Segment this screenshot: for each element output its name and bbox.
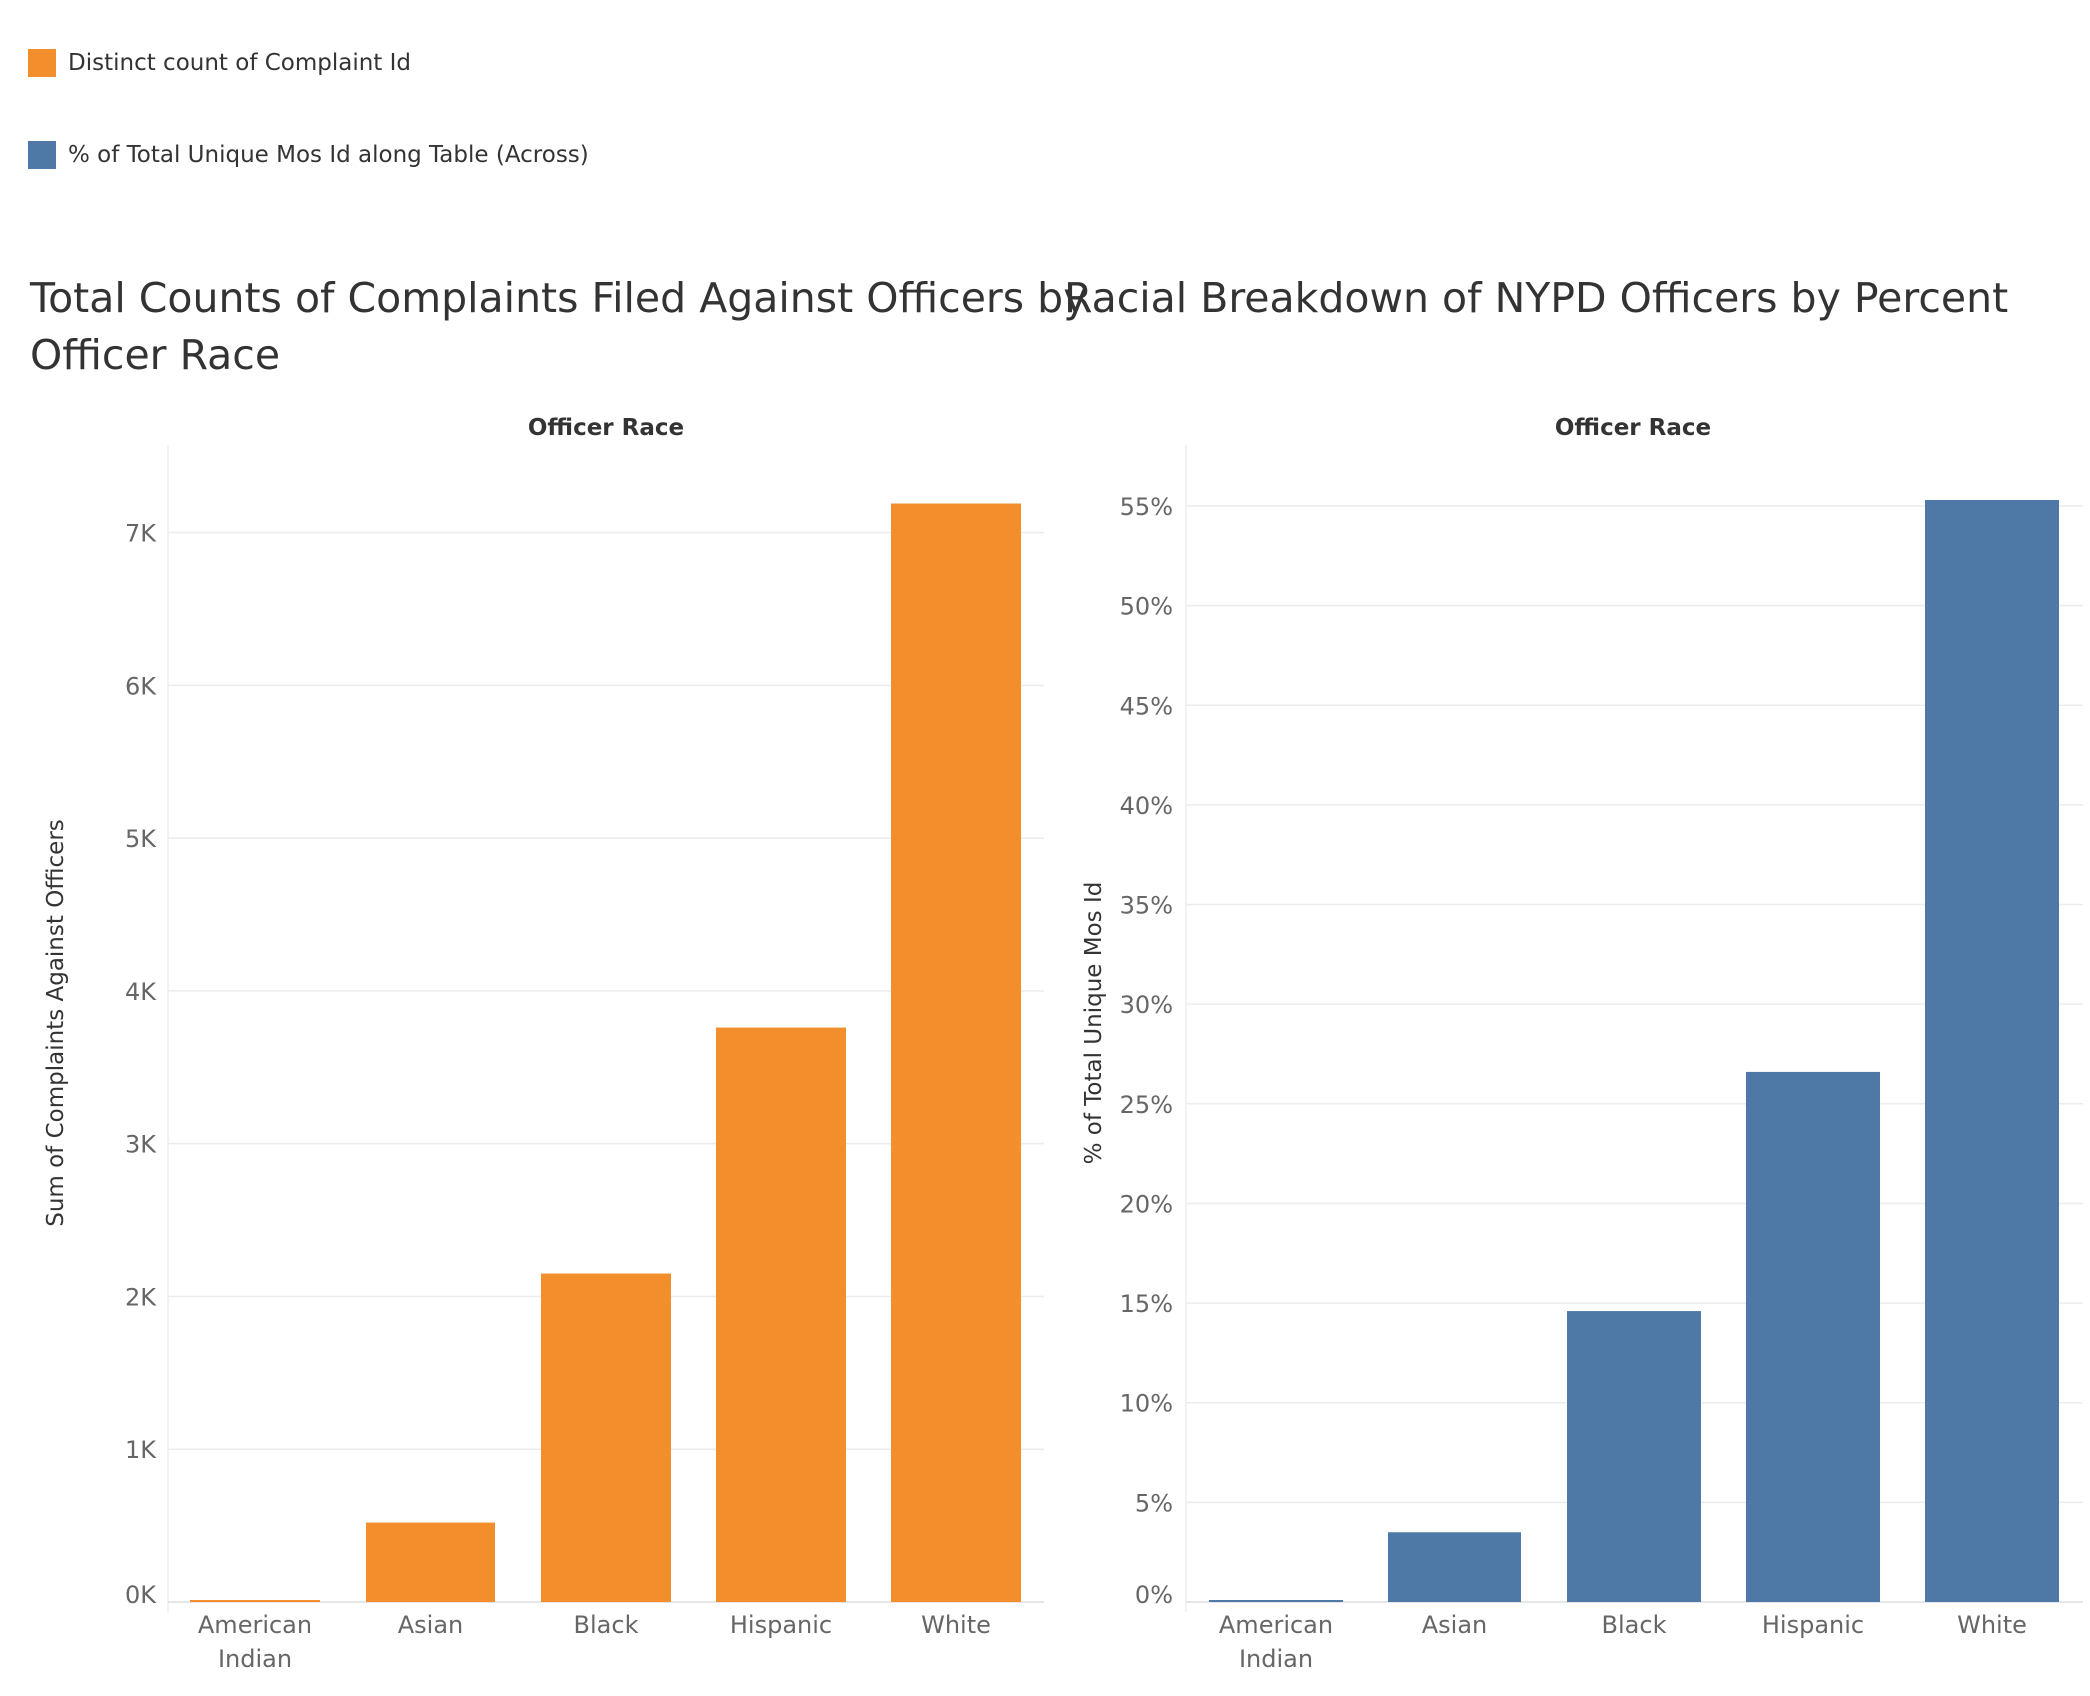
legend-label: % of Total Unique Mos Id along Table (Ac… xyxy=(68,142,589,168)
x-tick-label: Black xyxy=(574,1611,639,1639)
y-tick-label: 5% xyxy=(1135,1489,1173,1517)
y-tick-label: 3K xyxy=(125,1131,157,1159)
legend-item-percent[interactable]: % of Total Unique Mos Id along Table (Ac… xyxy=(28,141,589,169)
bar-asian xyxy=(366,1522,495,1602)
bar-asian xyxy=(1388,1532,1521,1602)
chart-title-percent: Racial Breakdown of NYPD Officers by Per… xyxy=(1064,270,2008,327)
y-tick-label: 10% xyxy=(1120,1390,1173,1418)
y-tick-label: 45% xyxy=(1120,692,1173,720)
y-tick-label: 0% xyxy=(1135,1581,1173,1609)
y-tick-label: 50% xyxy=(1120,593,1173,621)
chart-title-complaints: Total Counts of Complaints Filed Against… xyxy=(30,270,1087,384)
x-axis-title: Officer Race xyxy=(528,415,684,441)
y-tick-label: 55% xyxy=(1120,493,1173,521)
y-tick-label: 20% xyxy=(1120,1190,1173,1218)
chart-title-line: Total Counts of Complaints Filed Against… xyxy=(30,274,1088,322)
y-tick-label: 30% xyxy=(1120,991,1173,1019)
x-axis-title: Officer Race xyxy=(1555,415,1711,441)
bar-white xyxy=(1925,500,2059,1602)
y-tick-label: 35% xyxy=(1120,892,1173,920)
x-tick-label: American xyxy=(198,1611,312,1639)
chart-title-line: Racial Breakdown of NYPD Officers by Per… xyxy=(1064,274,2009,322)
legend-swatch-blue xyxy=(28,141,56,169)
x-tick-label: Black xyxy=(1602,1611,1667,1639)
legend-label: Distinct count of Complaint Id xyxy=(68,50,412,76)
y-axis-title: Sum of Complaints Against Officers xyxy=(43,819,69,1227)
x-tick-label: Indian xyxy=(1239,1645,1313,1673)
x-tick-label: Asian xyxy=(398,1611,464,1639)
x-tick-label: American xyxy=(1219,1611,1333,1639)
y-tick-label: 4K xyxy=(125,978,157,1006)
chart-1: 0% 5% 10% 15% 20% 25% 30% 35% 40% 45% 50% 55% Americ… xyxy=(1081,415,2083,1673)
x-tick-label: White xyxy=(921,1611,991,1639)
y-tick-label: 40% xyxy=(1120,792,1173,820)
bar-american-indian xyxy=(190,1600,320,1602)
x-tick-label: Hispanic xyxy=(730,1611,832,1639)
y-tick-label: 7K xyxy=(125,520,157,548)
legend-item-complaints[interactable]: Distinct count of Complaint Id xyxy=(28,49,411,77)
x-tick-label: Hispanic xyxy=(1762,1611,1864,1639)
y-tick-label: 0K xyxy=(125,1581,157,1609)
bar-hispanic xyxy=(1746,1071,1880,1602)
y-tick-label: 15% xyxy=(1120,1290,1173,1318)
y-axis-title: % of Total Unique Mos Id xyxy=(1081,882,1107,1165)
bar-american-indian xyxy=(1209,1600,1343,1602)
chart-title-line: Officer Race xyxy=(30,331,281,379)
x-tick-label: Indian xyxy=(218,1645,292,1673)
bar-black xyxy=(541,1273,671,1602)
legend-swatch-orange xyxy=(28,49,56,77)
y-tick-label: 1K xyxy=(125,1436,157,1464)
bar-black xyxy=(1567,1311,1701,1602)
bar-white xyxy=(891,503,1021,1602)
y-tick-label: 6K xyxy=(125,672,157,700)
chart-0: 0K 1K 2K 3K 4K 5K 6K 7K American Indian Asian Black… xyxy=(43,415,1044,1673)
y-tick-label: 2K xyxy=(125,1283,157,1311)
bar-hispanic xyxy=(716,1027,846,1602)
y-tick-label: 5K xyxy=(125,825,157,853)
x-tick-label: Asian xyxy=(1422,1611,1488,1639)
y-tick-label: 25% xyxy=(1120,1091,1173,1119)
x-tick-label: White xyxy=(1957,1611,2027,1639)
